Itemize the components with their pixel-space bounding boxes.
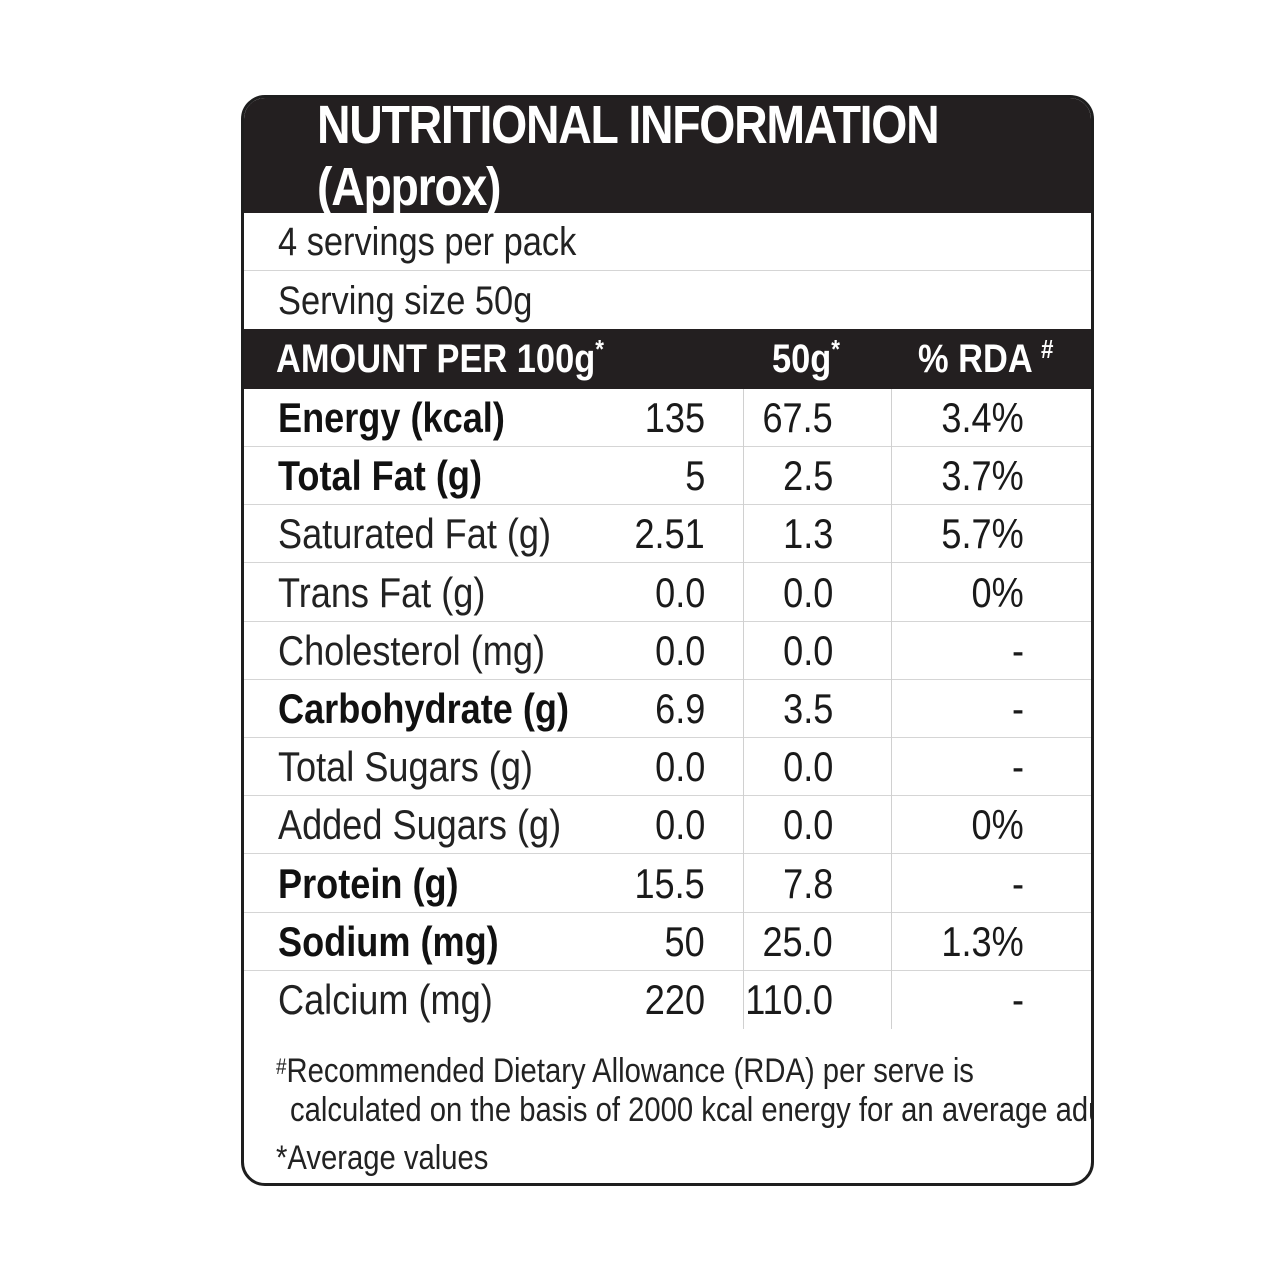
table-row: Saturated Fat (g) 2.51 1.3 5.7% [244,505,1091,564]
value-rda: 1.3% [941,917,1024,965]
table-row: Sodium (mg) 50 25.0 1.3% [244,913,1091,971]
value-per-50g: 0.0 [782,626,833,674]
value-per-100g: 5 [684,452,705,500]
nutrient-name: Energy (kcal) [278,394,505,441]
rda-footnote-line-1: #Recommended Dietary Allowance (RDA) per… [276,1052,974,1090]
nutrient-name: Protein (g) [278,859,459,907]
rda-footnote-line-2: calculated on the basis of 2000 kcal ene… [290,1091,1094,1129]
serving-size: Serving size 50g [278,279,533,323]
table-row: Protein (g) 15.5 7.8 - [244,855,1091,913]
nutrient-name: Saturated Fat (g) [278,510,552,558]
table-row: Energy (kcal) 135 67.5 3.4% [244,389,1091,447]
value-per-100g: 50 [664,917,705,965]
column-divider [891,389,892,1029]
value-rda: 5.7% [941,510,1024,558]
table-row: Trans Fat (g) 0.0 0.0 0% [244,564,1091,622]
nutrient-name: Calcium (mg) [278,976,493,1023]
hash-mark: # [276,1054,287,1079]
value-per-50g: 110.0 [745,976,833,1023]
value-per-100g: 0.0 [654,743,705,791]
value-per-50g: 25.0 [762,917,833,965]
value-rda: - [1011,743,1024,791]
value-per-50g: 0.0 [782,568,833,616]
nutrient-table: Energy (kcal) 135 67.5 3.4% Total Fat (g) 5 2.… [244,389,1091,1029]
asterisk-mark: * [595,334,604,364]
value-per-50g: 67.5 [762,394,833,441]
value-rda: 3.4% [941,394,1024,441]
value-per-100g: 135 [644,394,705,441]
value-per-100g: 6.9 [654,685,705,732]
nutrient-name: Cholesterol (mg) [278,626,545,674]
value-rda: 3.7% [941,452,1024,500]
nutrient-name: Carbohydrate (g) [278,685,569,732]
value-per-100g: 15.5 [634,859,705,907]
nutrient-name: Total Fat (g) [278,452,482,500]
value-per-100g: 0.0 [654,626,705,674]
title-bar [244,98,1091,213]
value-per-50g: 0.0 [782,801,833,849]
servings-per-pack-row: 4 servings per pack [244,213,1091,271]
value-rda: - [1011,685,1024,732]
header-rda: % RDA # [918,334,1054,381]
value-per-50g: 0.0 [782,743,833,791]
value-rda: - [1011,626,1024,674]
value-rda: - [1011,859,1024,907]
value-per-100g: 0.0 [654,801,705,849]
value-rda: 0% [971,568,1024,616]
value-per-50g: 2.5 [782,452,833,500]
servings-per-pack: 4 servings per pack [278,220,577,264]
average-values-footnote: *Average values [276,1139,489,1177]
value-per-50g: 7.8 [782,859,833,907]
table-row: Calcium (mg) 220 110.0 - [244,971,1091,1029]
value-per-100g: 220 [644,976,705,1023]
hash-mark: # [1040,334,1054,364]
header-per-serving: 50g* [772,334,840,381]
value-rda: - [1011,976,1024,1023]
nutrient-name: Sodium (mg) [278,917,499,965]
table-row: Total Fat (g) 5 2.5 3.7% [244,447,1091,506]
table-row: Total Sugars (g) 0.0 0.0 - [244,738,1091,797]
table-row: Carbohydrate (g) 6.9 3.5 - [244,680,1091,738]
value-per-100g: 0.0 [654,568,705,616]
column-header: AMOUNT PER 100g* 50g* % RDA # [244,329,1091,389]
column-divider [743,389,744,1029]
nutrient-name: Trans Fat (g) [278,568,486,616]
nutrient-name: Total Sugars (g) [278,743,533,791]
value-per-50g: 3.5 [782,685,833,732]
asterisk-mark: * [831,334,840,364]
value-per-50g: 1.3 [782,510,833,558]
panel-title: NUTRITIONAL INFORMATION (Approx) [317,95,940,217]
header-amount-per-100g: AMOUNT PER 100g* [276,334,604,381]
nutrient-name: Added Sugars (g) [278,801,562,849]
table-row: Cholesterol (mg) 0.0 0.0 - [244,622,1091,680]
value-per-100g: 2.51 [634,510,705,558]
value-rda: 0% [971,801,1024,849]
asterisk-mark: * [276,1139,288,1177]
nutrition-panel: NUTRITIONAL INFORMATION (Approx) 4 servi… [241,95,1094,1186]
table-row: Added Sugars (g) 0.0 0.0 0% [244,796,1091,855]
serving-size-row: Serving size 50g [244,272,1091,330]
